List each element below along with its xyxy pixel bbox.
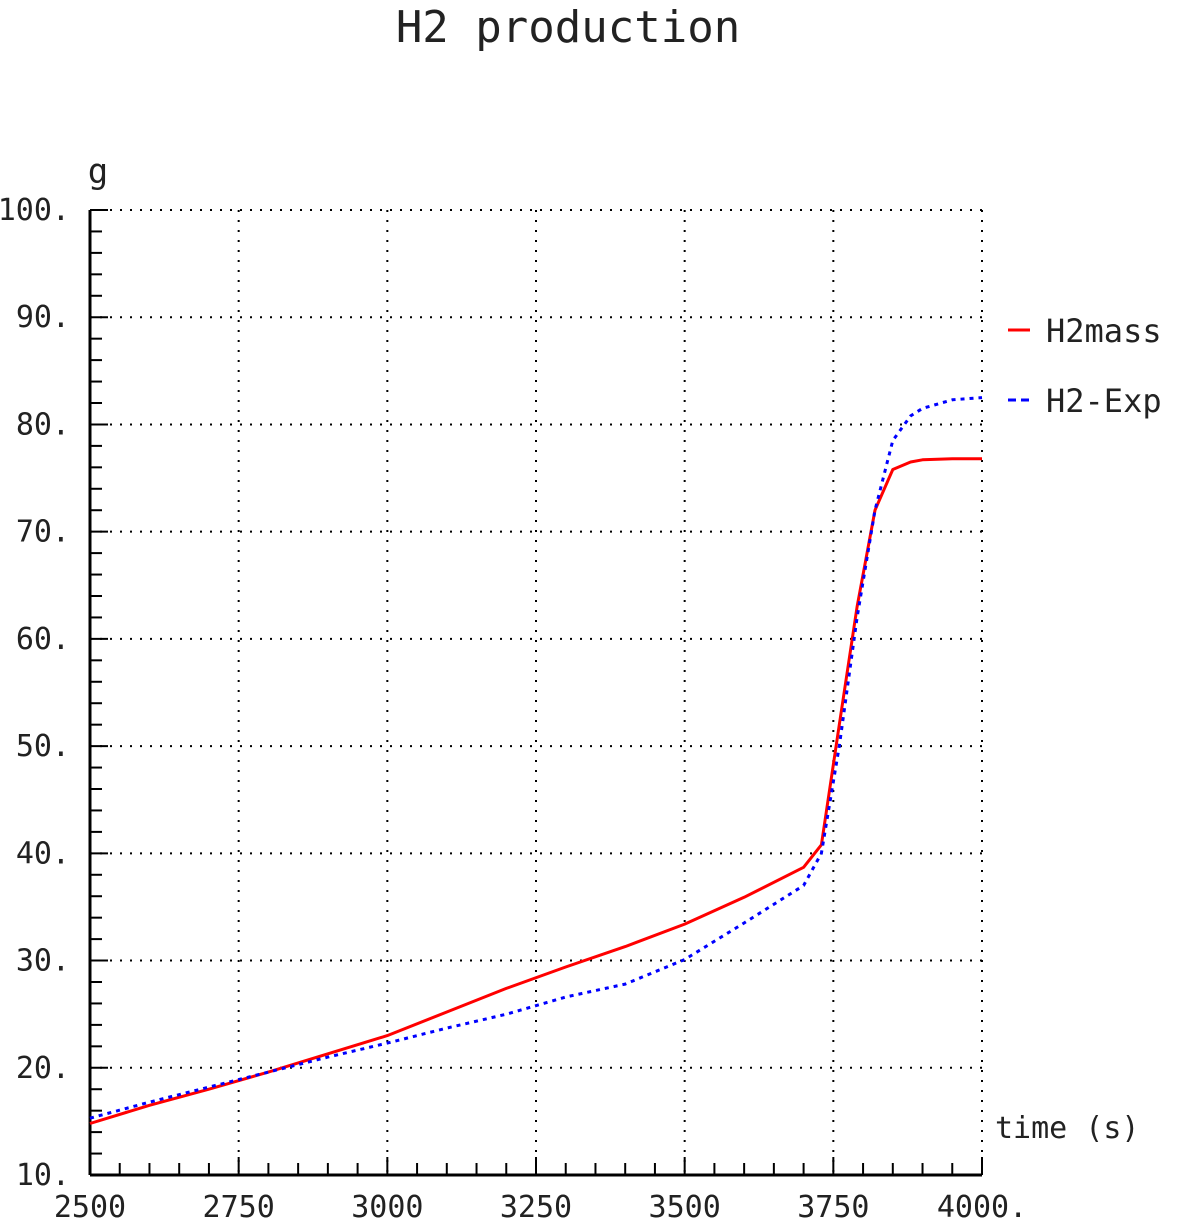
y-tick-label: 10. xyxy=(16,1158,70,1193)
x-tick-label: 3750 xyxy=(797,1190,869,1223)
y-tick-label: 20. xyxy=(16,1051,70,1086)
y-tick-label: 70. xyxy=(16,515,70,550)
x-axis-label: time (s) xyxy=(995,1111,1140,1146)
y-tick-labels: 10. 20. 30. 40. 50. 60. 70. 80. 90. 100. xyxy=(0,193,70,1193)
x-tick-label: 3250 xyxy=(500,1190,572,1223)
y-tick-label: 30. xyxy=(16,944,70,979)
legend-label-h2-exp: H2-Exp xyxy=(1046,382,1162,420)
y-axis-label: g xyxy=(88,152,108,192)
y-tick-label: 40. xyxy=(16,836,70,871)
y-tick-label: 60. xyxy=(16,622,70,657)
y-tick-label: 90. xyxy=(16,300,70,335)
grid xyxy=(90,209,983,1175)
series-line-h2mass xyxy=(89,457,982,1125)
y-tick-label: 100. xyxy=(0,193,70,228)
y-tick-label: 80. xyxy=(16,407,70,442)
series-lines xyxy=(89,396,983,1125)
legend-label-h2mass: H2mass xyxy=(1046,312,1162,350)
series-line-h2-exp xyxy=(89,396,983,1120)
x-tick-label: 2750 xyxy=(203,1190,275,1223)
x-tick-labels: 2500 2750 3000 3250 3500 3750 4000. xyxy=(54,1190,1027,1223)
x-tick-label: 2500 xyxy=(54,1190,126,1223)
x-tick-label: 3500 xyxy=(649,1190,721,1223)
x-tick-label: 4000. xyxy=(937,1190,1027,1223)
y-tick-label: 50. xyxy=(16,729,70,764)
axes xyxy=(88,209,983,1177)
x-tick-label: 3000 xyxy=(351,1190,423,1223)
legend: H2mass H2-Exp xyxy=(1008,312,1162,420)
chart-title: H2 production xyxy=(396,2,740,53)
